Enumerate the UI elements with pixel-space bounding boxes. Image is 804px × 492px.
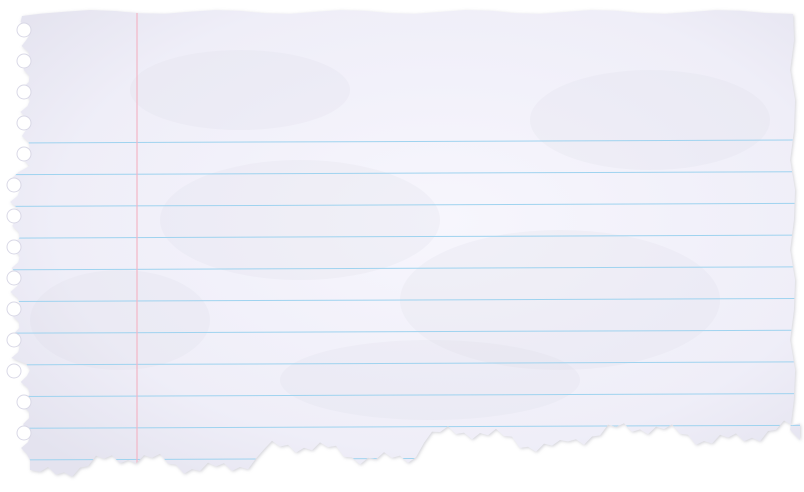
- paper-crumple-shading: [30, 50, 770, 420]
- crumple-shade: [130, 50, 350, 130]
- spiral-hole: [16, 425, 32, 441]
- spiral-hole: [6, 208, 22, 224]
- spiral-hole: [6, 239, 22, 255]
- ruled-line: [10, 298, 801, 302]
- spiral-hole: [6, 301, 22, 317]
- crumple-shade: [160, 160, 440, 280]
- ruled-line: [10, 266, 801, 271]
- spiral-hole: [6, 270, 22, 286]
- spiral-hole: [16, 84, 32, 100]
- torn-spiral-holes: [6, 22, 32, 441]
- spiral-hole: [16, 146, 32, 162]
- spiral-hole: [16, 394, 32, 410]
- ruled-line: [10, 171, 801, 176]
- spiral-hole: [16, 22, 32, 38]
- ruled-line: [10, 234, 801, 239]
- spiral-hole: [6, 177, 22, 193]
- spiral-hole: [16, 115, 32, 131]
- crumple-shade: [400, 230, 720, 370]
- ruled-line: [10, 139, 801, 144]
- crumple-shade: [530, 70, 770, 170]
- ruled-line: [10, 202, 801, 207]
- ruled-lines: [10, 139, 801, 461]
- spiral-hole: [16, 53, 32, 69]
- paper-sheet: [10, 10, 801, 477]
- spiral-hole: [6, 363, 22, 379]
- ruled-line: [10, 393, 801, 398]
- spiral-hole: [6, 332, 22, 348]
- crumple-shade: [280, 340, 580, 420]
- ruled-line: [10, 329, 801, 334]
- crumple-shade: [30, 270, 210, 370]
- ruled-line: [10, 361, 801, 366]
